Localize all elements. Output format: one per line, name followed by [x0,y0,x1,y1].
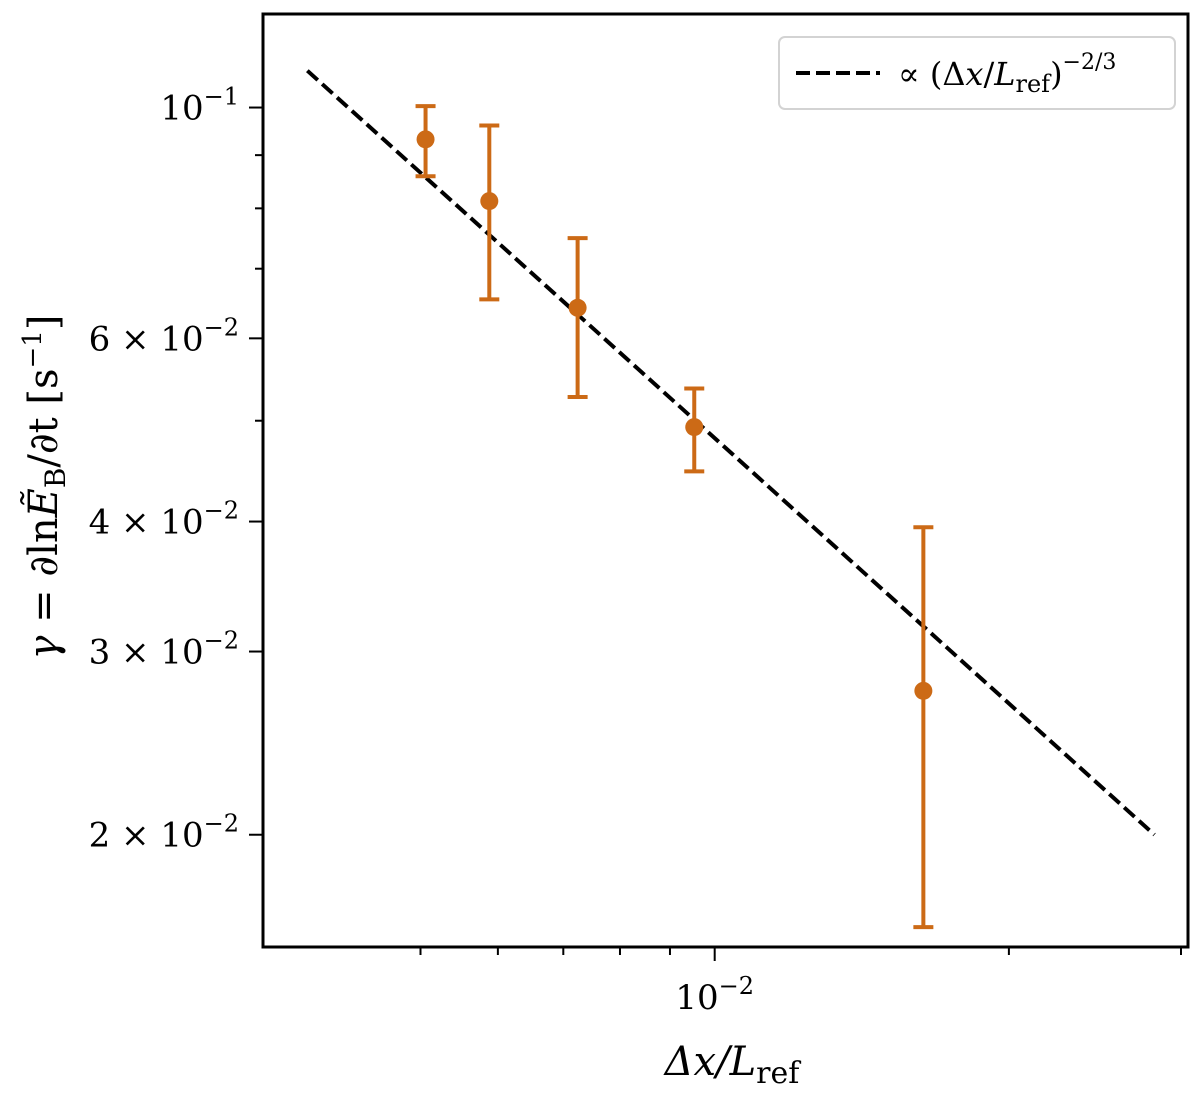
y-tick-label: 2 × 10−2 [89,810,239,856]
reference-line [306,69,1156,837]
legend-box [778,36,1176,110]
plot-frame [261,12,1190,949]
plot-layer [306,69,1156,930]
data-point [914,681,933,700]
data-point [480,192,499,211]
y-tick-label: 10−1 [160,83,239,129]
legend-label: ∝ (Δx/Lref)−2/3 [898,50,1116,98]
y-tick-label: 3 × 10−2 [89,627,239,673]
tick-layer: 10−2 10−1 6 × 10−2 4 × 10−2 3 × 10−2 2 × 10−2 [89,83,1182,1018]
y-tick-label: 6 × 10−2 [89,313,239,359]
y-axis-title: γ = ∂lnẼB/∂t [s−1] [18,315,72,660]
data-point [416,130,435,149]
legend: ∝ (Δx/Lref)−2/3 [778,36,1176,110]
y-tick-label: 4 × 10−2 [89,497,239,543]
x-axis-title: Δx/Lref [663,1039,802,1091]
data-point [568,298,587,317]
data-point [685,418,704,437]
x-tick-label: 10−2 [675,972,754,1018]
